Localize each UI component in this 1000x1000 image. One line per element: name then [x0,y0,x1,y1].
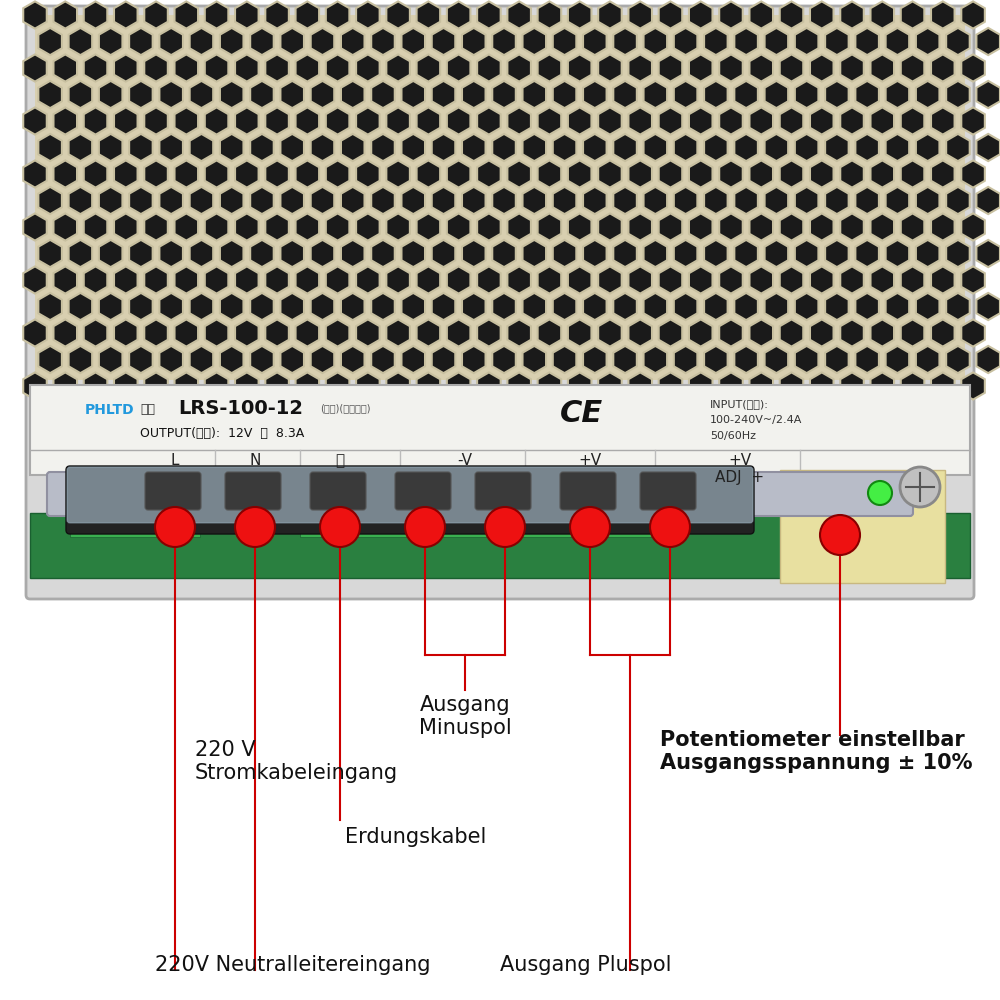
Circle shape [900,467,940,507]
Text: 2: 2 [251,518,259,528]
Text: PHLTD: PHLTD [85,403,135,417]
FancyBboxPatch shape [395,472,451,510]
Text: 5: 5 [502,518,509,528]
Text: 6: 6 [586,518,594,528]
Bar [30,513,970,578]
Text: OUTPUT(输出):  12V  ⎓  8.3A: OUTPUT(输出): 12V ⎓ 8.3A [140,427,304,440]
Text: 220 V
Stromkabeleingang: 220 V Stromkabeleingang [195,740,398,783]
Text: Potentiometer einstellbar
Ausgangsspannung ± 10%: Potentiometer einstellbar Ausgangsspannu… [660,730,972,773]
Circle shape [235,507,275,547]
Circle shape [405,507,445,547]
Text: L: L [171,453,179,468]
Text: 3: 3 [336,518,344,528]
Text: Ausgang
Minuspol: Ausgang Minuspol [419,695,511,738]
Text: 100-240V~/2.4A: 100-240V~/2.4A [710,415,802,425]
FancyBboxPatch shape [475,472,531,510]
FancyBboxPatch shape [225,472,281,510]
FancyBboxPatch shape [47,472,913,516]
Bar [780,470,945,583]
Text: 鹏汉: 鹏汉 [140,403,155,416]
FancyBboxPatch shape [66,466,754,534]
Text: Erdungskabel: Erdungskabel [345,827,486,847]
Text: CE: CE [560,399,603,428]
Circle shape [868,481,892,505]
Text: 1: 1 [172,518,178,528]
Text: +V: +V [578,453,602,468]
Text: 7: 7 [666,518,674,528]
Circle shape [320,507,360,547]
Text: +V
ADJ  +: +V ADJ + [715,453,765,485]
Text: 220V Neutralleitereingang: 220V Neutralleitereingang [155,955,430,975]
Text: 50/60Hz: 50/60Hz [710,431,756,441]
FancyBboxPatch shape [310,472,366,510]
Text: Ausgang Pluspol: Ausgang Pluspol [500,955,672,975]
Circle shape [570,507,610,547]
Text: (型号)(開關電源): (型号)(開關電源) [320,403,370,413]
FancyBboxPatch shape [640,472,696,510]
Text: LRS-100-12: LRS-100-12 [178,399,303,418]
Circle shape [650,507,690,547]
Text: ⏚: ⏚ [335,453,345,468]
FancyBboxPatch shape [26,6,974,599]
Bar [30,385,970,475]
Text: N: N [249,453,261,468]
FancyBboxPatch shape [145,472,201,510]
Circle shape [155,507,195,547]
Bar [35,15,965,380]
Bar [70,515,200,537]
Text: 4: 4 [421,518,429,528]
Text: -V: -V [458,453,473,468]
FancyBboxPatch shape [560,472,616,510]
Circle shape [485,507,525,547]
Text: INPUT(输入):: INPUT(输入): [710,399,769,409]
Bar [300,515,680,537]
Circle shape [820,515,860,555]
FancyBboxPatch shape [67,467,753,523]
